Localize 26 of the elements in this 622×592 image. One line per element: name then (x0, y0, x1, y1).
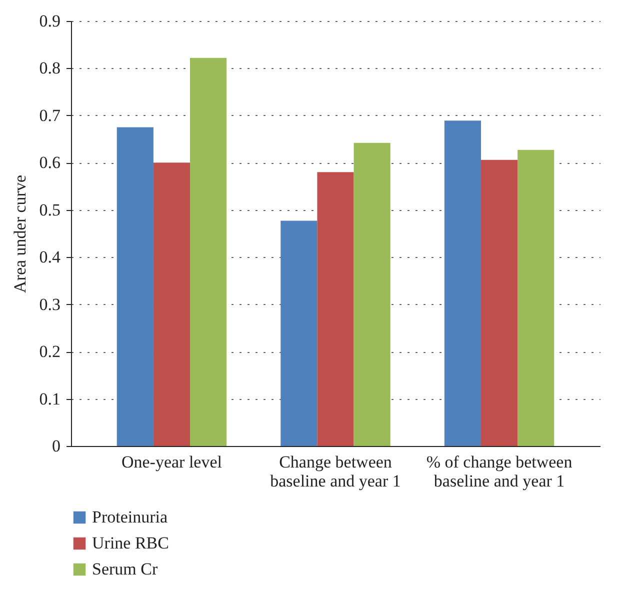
legend-label: Proteinuria (92, 508, 168, 526)
bar (317, 172, 354, 446)
y-tick-label: 0.5 (39, 200, 60, 220)
legend-label: Serum Cr (92, 560, 158, 578)
y-tick-label: 0.6 (39, 153, 60, 172)
bar (354, 142, 390, 446)
bar (518, 150, 554, 446)
x-tick-label: One-year level (121, 452, 222, 472)
y-tick-label: 0.7 (39, 106, 61, 125)
y-tick-label: 0.1 (39, 389, 60, 408)
y-tick-label: 0.9 (39, 12, 60, 30)
bar (444, 120, 481, 446)
bar (280, 220, 318, 446)
x-tick-label: Change between baseline and year 1 (270, 452, 401, 490)
bar (480, 160, 518, 446)
y-tick-label: 0.2 (39, 342, 60, 362)
y-tick-label: 0 (52, 436, 60, 456)
bar (116, 127, 154, 446)
x-tick-label: % of change between baseline and year 1 (426, 452, 573, 490)
bar (153, 162, 190, 446)
y-tick-label: 0.3 (39, 294, 60, 314)
y-tick-label: 0.8 (39, 58, 60, 78)
y-axis-title: Area under curve (10, 175, 30, 293)
y-tick-label: 0.4 (39, 248, 61, 267)
legend-label: Urine RBC (92, 534, 169, 552)
bar (190, 58, 227, 446)
